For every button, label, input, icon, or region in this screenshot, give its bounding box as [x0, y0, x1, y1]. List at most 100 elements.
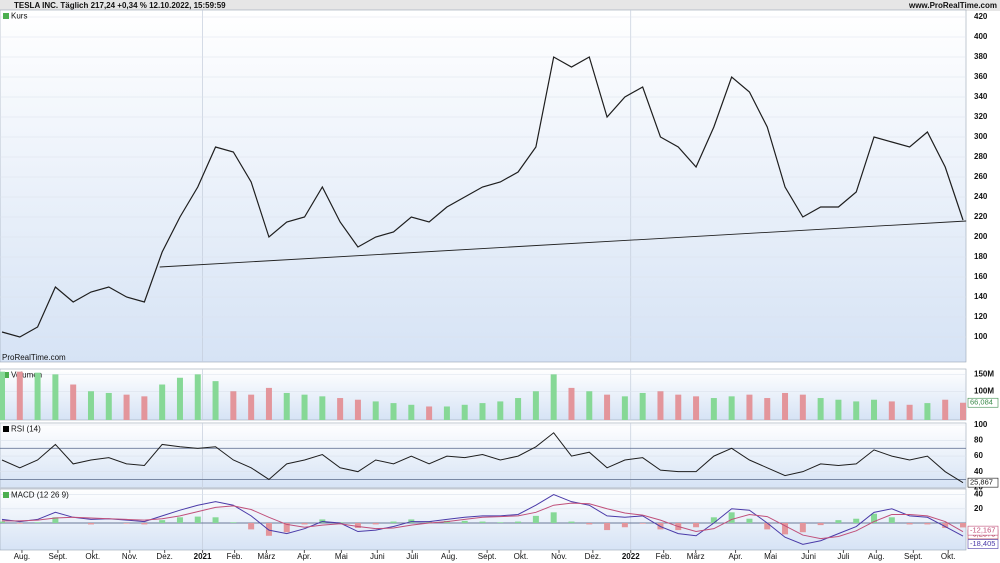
- x-tick-label: Nov.: [551, 552, 567, 561]
- volume-bar: [283, 392, 290, 420]
- volume-bar: [710, 398, 717, 420]
- panel-background: [0, 488, 967, 551]
- legend-swatch: [3, 372, 9, 378]
- macd-histogram-bar: [799, 522, 806, 533]
- macd-histogram-bar: [283, 522, 290, 533]
- y-tick-label: 40: [974, 490, 983, 499]
- x-tick-label: 2021: [194, 552, 212, 561]
- macd-histogram-bar: [586, 522, 593, 525]
- x-tick-label: Juni: [801, 552, 816, 561]
- volume-bar: [728, 396, 735, 420]
- legend-label: RSI (14): [11, 425, 41, 434]
- volume-bar: [532, 391, 539, 420]
- volume-bar: [34, 372, 41, 420]
- macd-histogram-bar: [16, 522, 23, 524]
- x-tick-label: Aug.: [868, 552, 884, 561]
- macd-histogram-bar: [960, 522, 966, 528]
- volume-bar: [764, 398, 771, 420]
- volume-bar: [906, 404, 913, 420]
- volume-bar: [657, 391, 664, 420]
- y-tick-label: 150M: [974, 369, 994, 378]
- volume-bar: [835, 399, 842, 420]
- volume-bar: [853, 401, 860, 420]
- panel-background: [0, 422, 967, 489]
- volume-bar: [408, 404, 415, 420]
- header-site: www.ProRealTime.com: [908, 1, 997, 10]
- volume-bar: [693, 396, 700, 420]
- x-tick-label: Sept.: [904, 552, 923, 561]
- x-tick-label: Mai: [335, 552, 348, 561]
- x-tick-label: Feb.: [656, 552, 672, 561]
- y-tick-label: 100: [974, 332, 988, 341]
- x-tick-label: März: [258, 552, 276, 561]
- volume-bar: [586, 391, 593, 420]
- header-title: TESLA INC. Täglich 217,24 +0,34 % 12.10.…: [14, 1, 226, 10]
- volume-bar: [888, 401, 895, 420]
- x-tick-label: Aug.: [14, 552, 30, 561]
- volume-bar: [16, 371, 23, 420]
- legend-label: Kurs: [11, 12, 27, 21]
- y-tick-label: 220: [974, 212, 988, 221]
- legend-swatch: [3, 492, 9, 498]
- volume-bar: [212, 381, 219, 420]
- macd-histogram-bar: [782, 522, 789, 535]
- volume-bar: [443, 406, 450, 420]
- price-line: [1, 56, 964, 338]
- volume-bar: [354, 399, 361, 420]
- macd-histogram-bar: [141, 522, 148, 525]
- x-tick-label: Okt.: [85, 552, 100, 561]
- last-value-label: 25,867: [970, 478, 993, 487]
- macd-histogram-bar: [52, 517, 59, 523]
- y-tick-label: 300: [974, 132, 988, 141]
- macd-histogram-bar: [479, 521, 486, 523]
- x-tick-label: 2022: [622, 552, 640, 561]
- x-tick-label: Juli: [406, 552, 418, 561]
- volume-bar: [319, 396, 326, 420]
- y-tick-label: 40: [974, 467, 983, 476]
- macd-histogram-bar: [906, 522, 913, 525]
- macd-histogram-bar: [212, 517, 219, 523]
- x-tick-label: März: [687, 552, 705, 561]
- volume-bar: [123, 394, 130, 420]
- volume-bar: [301, 394, 308, 420]
- macd-histogram-bar: [265, 522, 272, 536]
- macd-histogram-bar: [532, 515, 539, 523]
- macd-histogram-bar: [728, 512, 735, 523]
- volume-bar: [230, 391, 237, 420]
- y-tick-label: 140: [974, 292, 988, 301]
- macd-histogram-bar: [0, 521, 5, 523]
- volume-bar: [390, 403, 397, 420]
- volume-bar: [52, 374, 59, 420]
- x-tick-label: Juli: [837, 552, 849, 561]
- y-tick-label: 20: [974, 504, 983, 513]
- y-tick-label: 80: [974, 436, 983, 445]
- macd-line: [2, 502, 964, 540]
- header-bar: [0, 0, 1000, 11]
- y-tick-label: 200: [974, 232, 988, 241]
- volume-bar: [604, 394, 611, 420]
- macd-histogram-bar: [888, 517, 895, 523]
- last-value-box: [967, 397, 999, 408]
- panel-background: [0, 9, 967, 363]
- x-tick-label: Okt.: [941, 552, 956, 561]
- volume-bar: [817, 398, 824, 420]
- x-tick-label: Dez.: [585, 552, 601, 561]
- volume-bar: [942, 399, 949, 420]
- x-tick-label: Sept.: [49, 552, 68, 561]
- volume-bar: [497, 401, 504, 420]
- macd-histogram-bar: [159, 520, 166, 523]
- y-tick-label: 320: [974, 112, 988, 121]
- macd-histogram-bar: [693, 522, 700, 528]
- y-tick-label: 260: [974, 172, 988, 181]
- macd-histogram-bar: [853, 518, 860, 523]
- volume-bar: [550, 374, 557, 420]
- volume-bar: [141, 396, 148, 420]
- volume-bar: [87, 391, 94, 420]
- watermark: ProRealTime.com: [2, 353, 66, 362]
- volume-bar: [105, 392, 112, 420]
- legend-label: Volumen: [11, 371, 42, 380]
- macd-histogram-bar: [497, 522, 504, 523]
- macd-histogram-bar: [710, 517, 717, 523]
- volume-bar: [924, 403, 931, 420]
